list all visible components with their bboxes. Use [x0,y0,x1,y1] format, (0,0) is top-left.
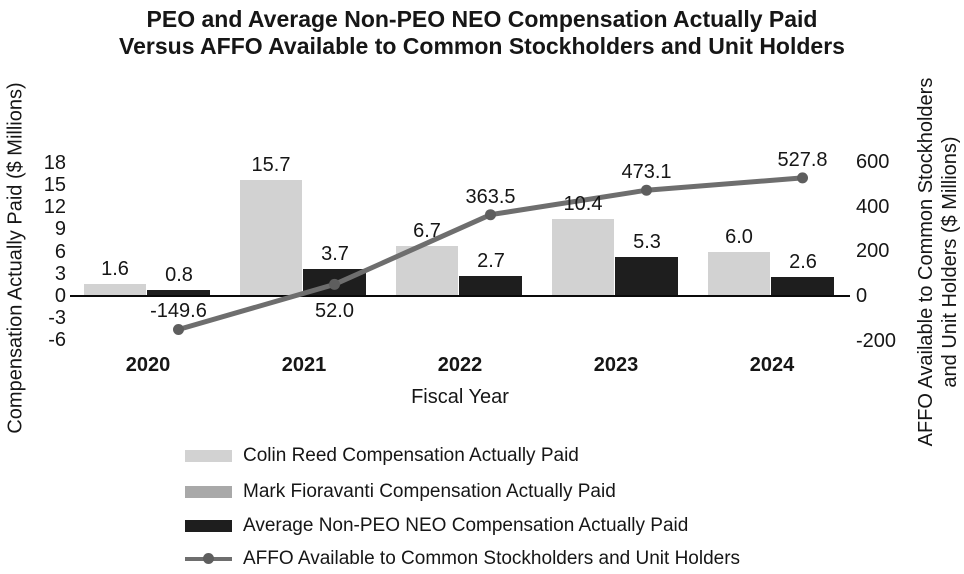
legend-item-affo-line: AFFO Available to Common Stockholders an… [185,547,740,571]
legend-label: Mark Fioravanti Compensation Actually Pa… [243,481,616,502]
left-axis-title: Compensation Actually Paid ($ Millions) [4,82,27,434]
left-axis-tick-label: 3 [54,262,66,285]
bar-value-label: 6.0 [725,226,753,248]
bar-peo [708,252,770,296]
legend-swatch-black [185,520,232,532]
x-axis-tick-label: 2021 [281,354,327,376]
bar-avg-non-peo-neo [459,276,522,296]
x-axis-tick-label: 2024 [749,354,795,376]
left-axis-tick-label: 12 [43,196,66,219]
bar-value-label: 1.6 [101,258,129,280]
right-axis-tick-label: 0 [856,285,868,307]
bar-value-label: 5.3 [633,231,661,253]
bar-value-label: 2.7 [477,250,505,272]
x-axis-line [70,295,850,297]
left-axis-tick-label: 15 [43,174,66,196]
bar-peo [240,180,302,296]
left-axis-tick-label: 6 [54,240,66,263]
legend-label: Colin Reed Compensation Actually Paid [243,445,579,466]
right-axis-tick-label: 200 [856,240,890,263]
legend-label: AFFO Available to Common Stockholders an… [243,548,741,569]
line-value-label: -149.6 [150,300,207,323]
line-value-label: 52.0 [315,300,354,323]
line-value-label: 527.8 [777,148,828,171]
bar-avg-non-peo-neo [303,269,366,296]
bar-value-label: 0.8 [165,264,193,286]
right-axis-title-line2: and Unit Holders ($ Millions) [939,136,961,388]
legend-swatch-medium-gray [185,486,232,498]
affo-line-marker [485,209,496,221]
affo-line-marker [797,172,808,184]
right-axis-title: AFFO Available to Common Stockholders an… [914,78,962,447]
bar-value-label: 6.7 [413,220,441,242]
affo-line-marker [641,184,652,196]
chart-title: PEO and Average Non-PEO NEO Compensation… [0,6,964,60]
legend-swatch-line-marker [185,553,232,565]
chart-title-line1: PEO and Average Non-PEO NEO Compensation… [146,6,818,32]
line-value-label: 363.5 [465,185,516,208]
bar-value-label: 2.6 [789,251,817,273]
left-axis-tick-label: 9 [54,218,66,241]
bar-peo [396,246,458,296]
right-axis-title-line1: AFFO Available to Common Stockholders [915,77,937,447]
bar-value-label: 15.7 [251,154,291,176]
right-axis-tick-label: -200 [856,329,897,352]
legend-item-colin-reed: Colin Reed Compensation Actually Paid [185,444,579,468]
right-axis-tick-label: 400 [856,195,890,218]
legend-item-avg-non-peo-neo: Average Non-PEO NEO Compensation Actuall… [185,514,688,538]
bar-avg-non-peo-neo [771,277,834,296]
bar-value-label: 3.7 [321,243,349,265]
bar-peo [84,284,146,296]
chart-title-line2: Versus AFFO Available to Common Stockhol… [119,33,845,59]
bar-value-label: 10.4 [563,193,603,215]
legend-label: Average Non-PEO NEO Compensation Actuall… [243,515,689,536]
legend-line-marker-icon [203,553,214,564]
bar-peo [552,219,614,296]
legend-item-mark-fioravanti: Mark Fioravanti Compensation Actually Pa… [185,480,616,504]
line-value-label: 473.1 [621,161,672,184]
legend-swatch-light-gray [185,450,232,462]
bar-avg-non-peo-neo [615,257,678,296]
x-axis-tick-label: 2023 [593,354,639,376]
left-axis-tick-label: -6 [48,329,66,352]
left-axis-tick-label: 18 [43,151,66,174]
left-axis-tick-label: -3 [48,307,66,330]
affo-line-marker [173,324,184,335]
x-axis-tick-label: 2020 [125,354,171,376]
x-axis-tick-label: 2022 [437,354,483,376]
left-axis-tick-label: 0 [54,285,66,307]
x-axis-title: Fiscal Year [411,386,509,408]
right-axis-tick-label: 600 [856,150,890,173]
